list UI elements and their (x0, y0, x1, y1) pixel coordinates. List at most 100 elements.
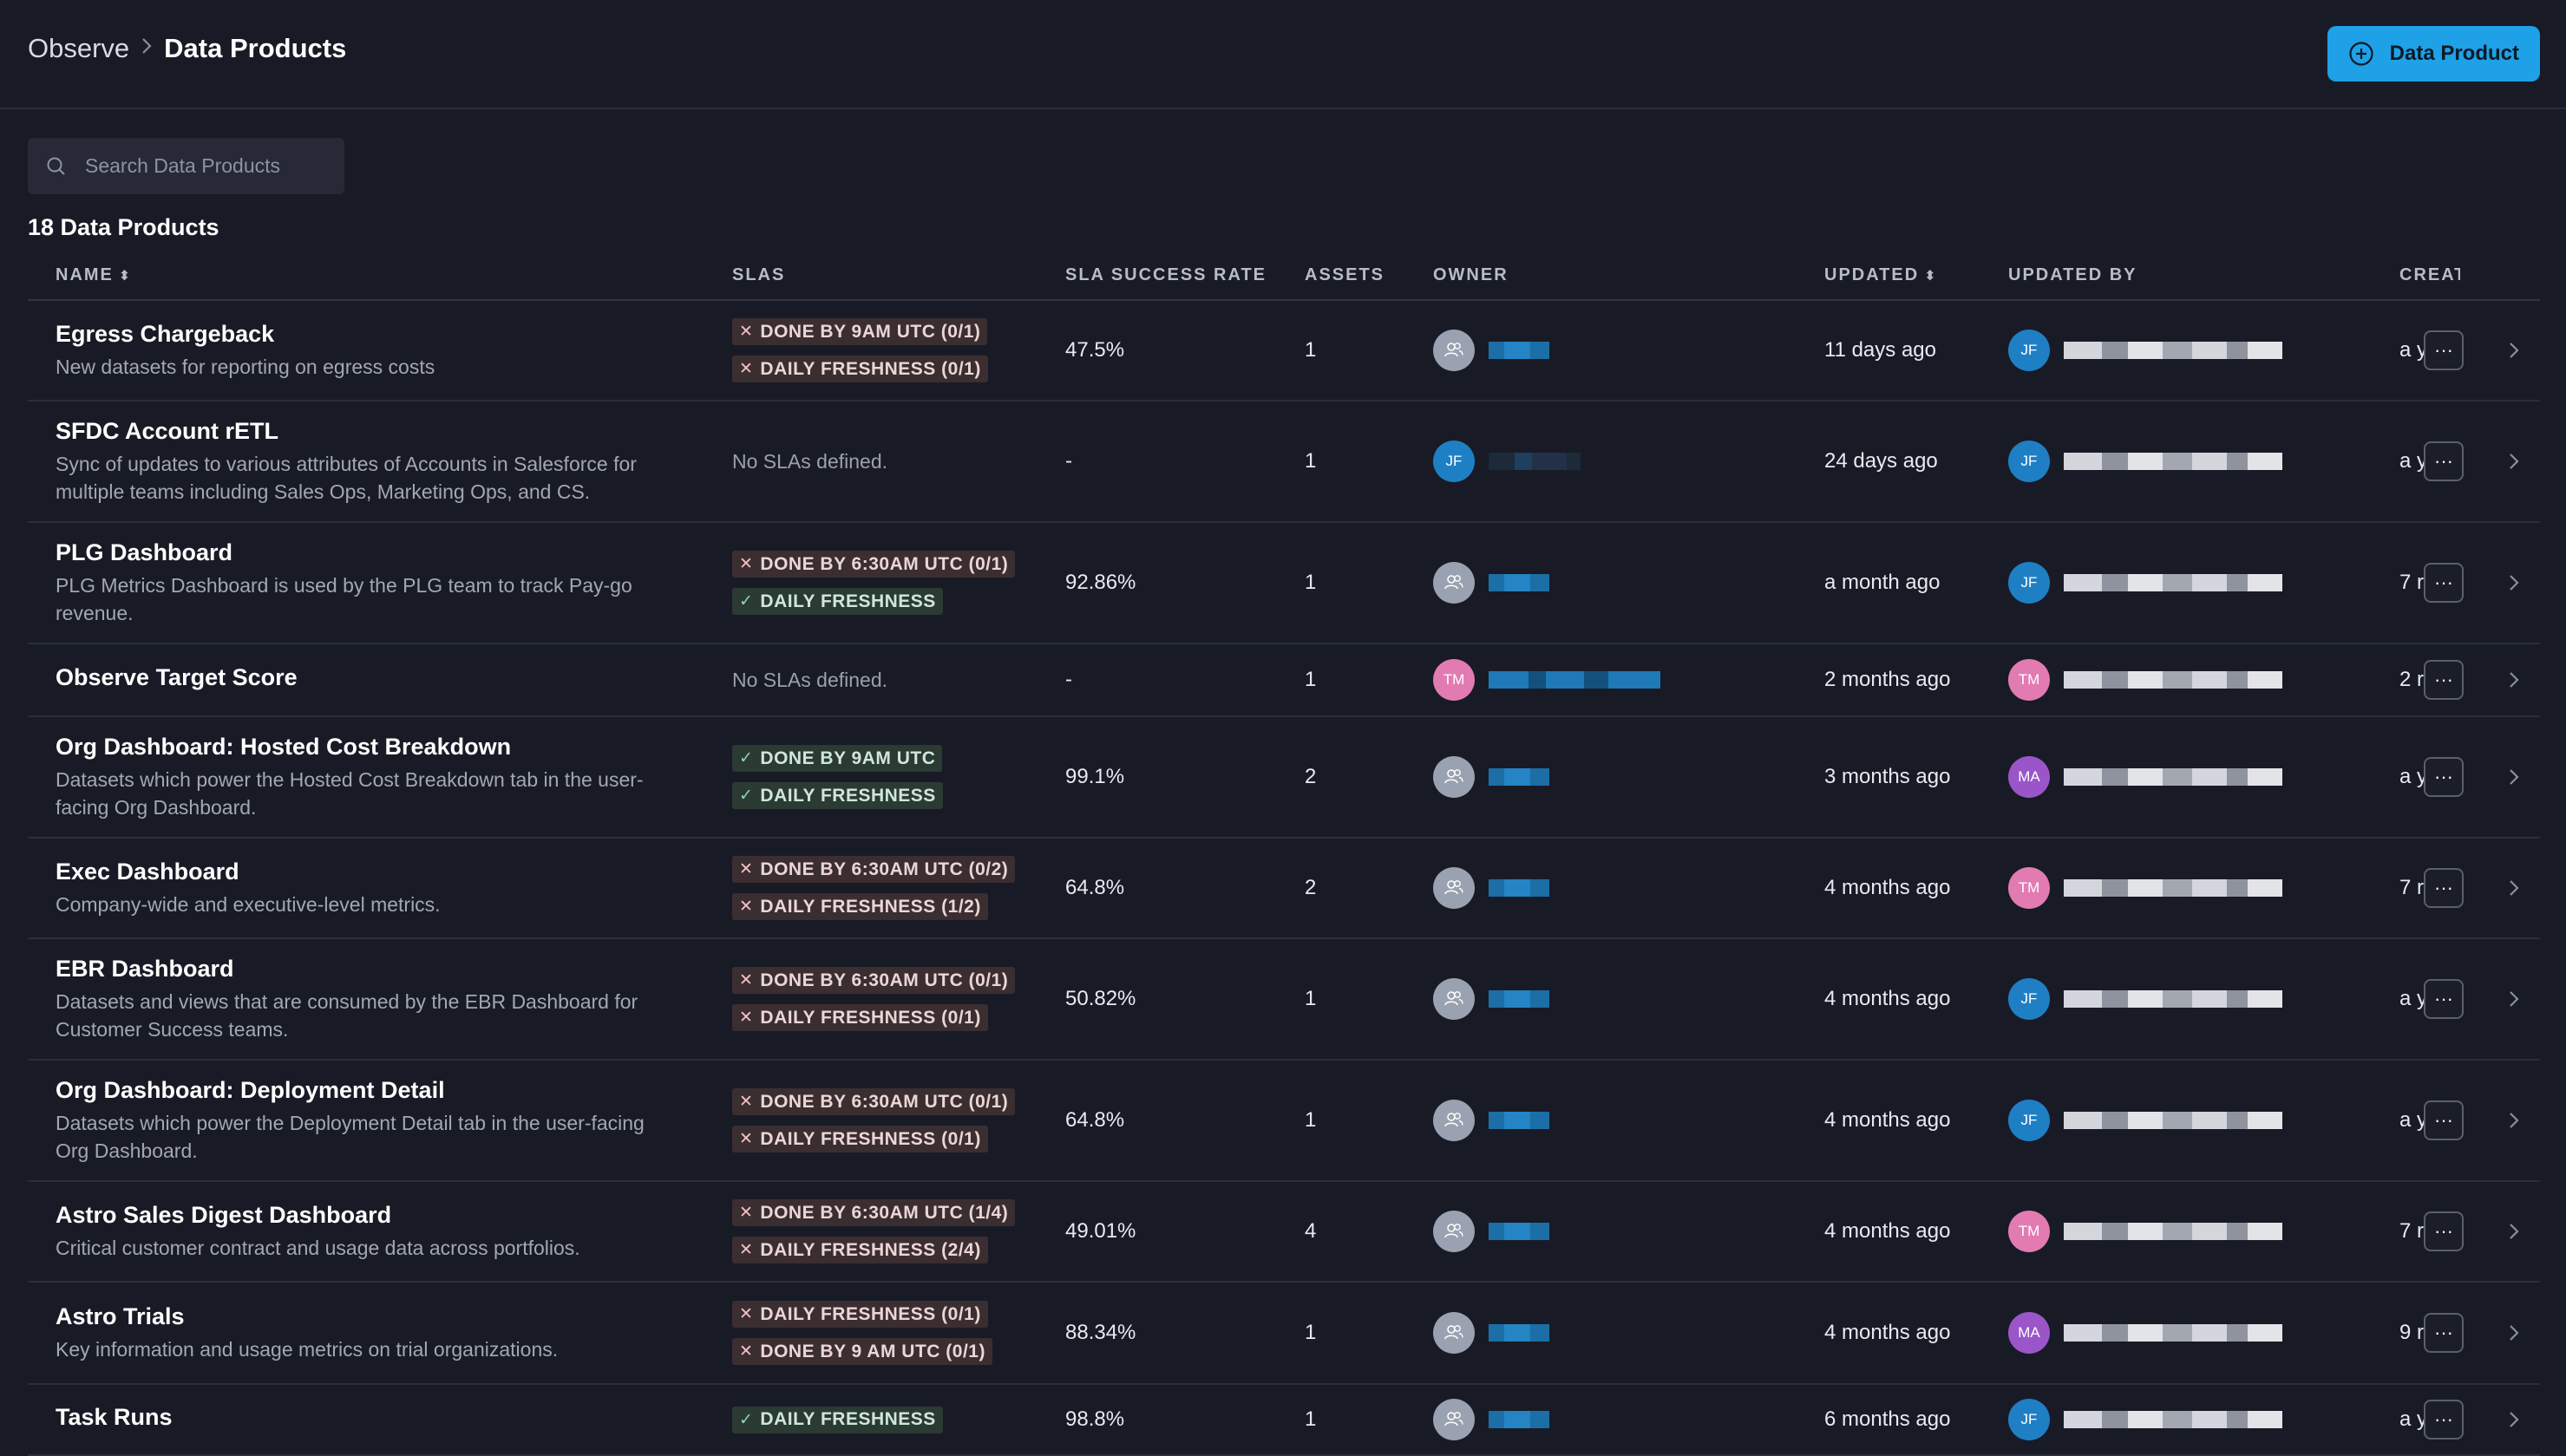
chevron-right-icon[interactable] (2502, 765, 2526, 789)
ellipsis-icon[interactable]: ··· (2424, 1211, 2464, 1251)
updated-by-cell: JF (2008, 1061, 2282, 1180)
sla-label: DONE BY 9AM UTC (760, 748, 936, 768)
product-description: Company-wide and executive-level metrics… (56, 892, 441, 916)
table-row[interactable]: SFDC Account rETL Sync of updates to var… (28, 402, 2540, 523)
ellipsis-icon[interactable]: ··· (2424, 868, 2464, 908)
ellipsis-icon[interactable]: ··· (2424, 757, 2464, 797)
created-time: 7 r (2399, 876, 2425, 899)
product-name[interactable]: Egress Chargeback (56, 320, 275, 347)
chevron-right-icon[interactable] (2502, 338, 2526, 362)
name-cell: Org Dashboard: Hosted Cost Breakdown Dat… (56, 717, 680, 837)
ellipsis-icon[interactable]: ··· (2424, 563, 2464, 603)
sla-chip[interactable]: ✕ DAILY FRESHNESS (0/1) (732, 1126, 988, 1152)
created-time: 7 r (2399, 1219, 2425, 1243)
sla-chip[interactable]: ✓ DONE BY 9AM UTC (732, 745, 943, 772)
product-name[interactable]: Exec Dashboard (56, 858, 239, 885)
ellipsis-icon[interactable]: ··· (2424, 1400, 2464, 1440)
assets-cell: 1 (1305, 939, 1316, 1059)
table-row[interactable]: Observe Target Score No SLAs defined. - … (28, 644, 2540, 717)
chevron-right-icon[interactable] (2502, 668, 2526, 692)
sla-chip[interactable]: ✕ DONE BY 9AM UTC (0/1) (732, 318, 988, 345)
sort-icon[interactable]: ⬍ (118, 269, 133, 284)
ellipsis-icon[interactable]: ··· (2424, 1313, 2464, 1353)
updated-by-cell: TM (2008, 839, 2282, 937)
table-row[interactable]: Org Dashboard: Deployment Detail Dataset… (28, 1061, 2540, 1182)
chevron-right-icon[interactable] (2502, 449, 2526, 473)
table-row[interactable]: Astro Sales Digest Dashboard Critical cu… (28, 1182, 2540, 1283)
column-header-owner: OWNER (1433, 265, 1509, 284)
updated-by-cell: JF (2008, 523, 2282, 643)
sla-label: DONE BY 6:30AM UTC (0/1) (760, 1091, 1009, 1112)
sla-chip[interactable]: ✓ DAILY FRESHNESS (732, 1406, 943, 1433)
updated-by-avatar: TM (2008, 1211, 2050, 1252)
name-cell: Observe Target Score (56, 644, 298, 715)
x-icon: ✕ (739, 1093, 754, 1111)
slas-cell: No SLAs defined. (732, 644, 887, 715)
sort-icon[interactable]: ⬍ (1924, 269, 1938, 284)
search-input[interactable] (85, 154, 328, 178)
sla-chip[interactable]: ✕ DAILY FRESHNESS (0/1) (732, 1301, 988, 1328)
chevron-right-icon[interactable] (2502, 1407, 2526, 1432)
sla-chip[interactable]: ✕ DONE BY 6:30AM UTC (0/2) (732, 856, 1016, 883)
product-name[interactable]: PLG Dashboard (56, 539, 233, 565)
sla-chip[interactable]: ✕ DONE BY 6:30AM UTC (0/1) (732, 1088, 1016, 1115)
product-name[interactable]: Org Dashboard: Hosted Cost Breakdown (56, 733, 512, 760)
ellipsis-icon[interactable]: ··· (2424, 1100, 2464, 1140)
chevron-right-icon[interactable] (2502, 1321, 2526, 1345)
product-name[interactable]: Task Runs (56, 1403, 173, 1430)
updated-cell: 4 months ago (1824, 939, 1950, 1059)
table-row[interactable]: Astro Trials Key information and usage m… (28, 1283, 2540, 1385)
table-row[interactable]: PLG Dashboard PLG Metrics Dashboard is u… (28, 523, 2540, 644)
product-name[interactable]: Observe Target Score (56, 663, 298, 690)
product-name[interactable]: SFDC Account rETL (56, 417, 279, 444)
name-cell: Astro Trials Key information and usage m… (56, 1283, 680, 1383)
ellipsis-icon[interactable]: ··· (2424, 660, 2464, 700)
chevron-right-icon[interactable] (2502, 571, 2526, 595)
updated-by-avatar: JF (2008, 441, 2050, 482)
table-row[interactable]: Egress Chargeback New datasets for repor… (28, 301, 2540, 402)
sla-chip[interactable]: ✕ DAILY FRESHNESS (0/1) (732, 356, 988, 382)
sla-chip[interactable]: ✕ DAILY FRESHNESS (1/2) (732, 893, 988, 920)
name-cell: Task Runs (56, 1385, 173, 1454)
sla-chip[interactable]: ✕ DAILY FRESHNESS (2/4) (732, 1237, 988, 1263)
table-row[interactable]: Task Runs ✓ DAILY FRESHNESS 98.8% 1 6 mon… (28, 1385, 2540, 1456)
ellipsis-icon[interactable]: ··· (2424, 330, 2464, 370)
product-name[interactable]: EBR Dashboard (56, 955, 234, 982)
table-row[interactable]: Exec Dashboard Company-wide and executiv… (28, 839, 2540, 939)
sla-chip[interactable]: ✕ DONE BY 6:30AM UTC (0/1) (732, 967, 1016, 994)
add-data-product-button[interactable]: Data Product (2327, 26, 2540, 82)
breadcrumb-observe[interactable]: Observe (28, 33, 130, 63)
updated-by-avatar: TM (2008, 867, 2050, 909)
assets-cell: 1 (1305, 1283, 1316, 1383)
table-body: Egress Chargeback New datasets for repor… (28, 301, 2540, 1456)
product-name[interactable]: Astro Trials (56, 1303, 185, 1329)
ellipsis-icon[interactable]: ··· (2424, 979, 2464, 1019)
column-header-name[interactable]: NAME ⬍ (56, 265, 132, 285)
sla-chip[interactable]: ✕ DONE BY 6:30AM UTC (0/1) (732, 551, 1016, 578)
column-header-assets: ASSETS (1305, 265, 1385, 284)
created-cell: 7 r (2399, 839, 2434, 937)
users-icon (1433, 562, 1475, 604)
updated-cell: a month ago (1824, 523, 1940, 643)
sla-chip[interactable]: ✕ DAILY FRESHNESS (0/1) (732, 1004, 988, 1031)
sla-chip[interactable]: ✕ DONE BY 9 AM UTC (0/1) (732, 1338, 992, 1365)
chevron-right-icon[interactable] (2502, 876, 2526, 900)
slas-cell: ✓ DAILY FRESHNESS (732, 1385, 943, 1454)
chevron-right-icon[interactable] (2502, 1219, 2526, 1244)
success-rate-cell: 49.01% (1065, 1182, 1136, 1281)
table-row[interactable]: EBR Dashboard Datasets and views that ar… (28, 939, 2540, 1061)
product-name[interactable]: Org Dashboard: Deployment Detail (56, 1076, 445, 1103)
column-header-updated[interactable]: UPDATED ⬍ (1824, 265, 1938, 285)
search-box[interactable] (28, 138, 344, 194)
sla-chip[interactable]: ✓ DAILY FRESHNESS (732, 782, 943, 809)
x-icon: ✕ (739, 555, 754, 573)
product-description: Sync of updates to various attributes of… (56, 452, 637, 503)
product-name[interactable]: Astro Sales Digest Dashboard (56, 1201, 392, 1228)
table-row[interactable]: Org Dashboard: Hosted Cost Breakdown Dat… (28, 717, 2540, 839)
ellipsis-icon[interactable]: ··· (2424, 441, 2464, 481)
chevron-right-icon[interactable] (2502, 987, 2526, 1011)
product-description: Datasets which power the Hosted Cost Bre… (56, 767, 644, 819)
sla-chip[interactable]: ✓ DAILY FRESHNESS (732, 588, 943, 615)
sla-chip[interactable]: ✕ DONE BY 6:30AM UTC (1/4) (732, 1199, 1016, 1226)
chevron-right-icon[interactable] (2502, 1108, 2526, 1133)
